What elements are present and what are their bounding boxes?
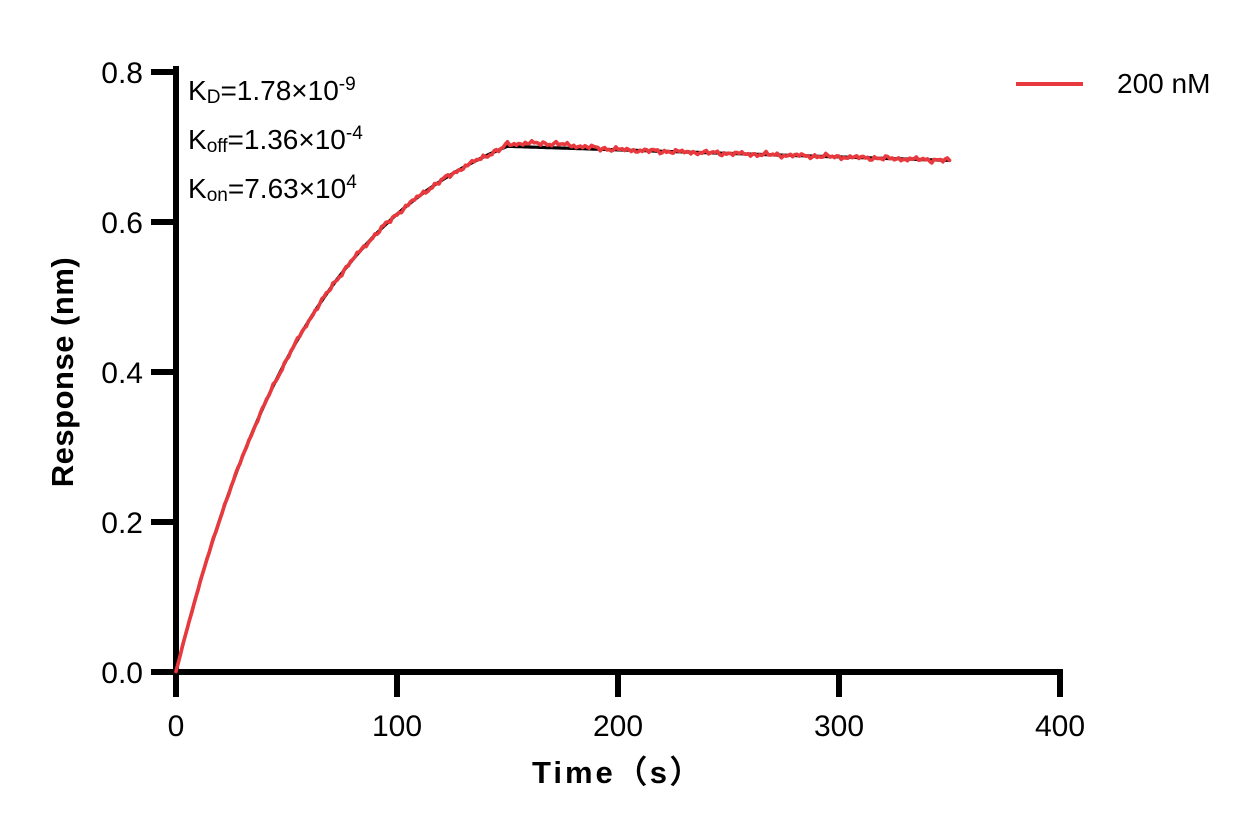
koff-value: =1.36×10 <box>227 124 346 155</box>
y-tick-label: 0.0 <box>101 657 143 690</box>
x-tick-label: 100 <box>372 710 422 743</box>
x-tick-label: 300 <box>814 710 864 743</box>
fit-curve <box>174 144 952 674</box>
koff-subscript: off <box>206 136 228 158</box>
kon-exponent: 4 <box>346 171 357 193</box>
kd-exponent: -9 <box>338 73 356 95</box>
y-tick-label: 0.6 <box>101 207 143 240</box>
koff-symbol: K <box>188 124 207 155</box>
kd-symbol: K <box>188 75 207 106</box>
legend: 200 nM <box>1016 68 1211 99</box>
kon-symbol: K <box>188 173 207 204</box>
koff-exponent: -4 <box>345 122 363 144</box>
koff-annotation: Koff=1.36×10-4 <box>188 115 363 164</box>
kon-annotation: Kon=7.63×104 <box>188 164 363 213</box>
kon-subscript: on <box>206 185 228 207</box>
y-tick-label: 0.4 <box>101 357 143 390</box>
kd-value: =1.78×10 <box>220 75 339 106</box>
x-axis-title: Time（s） <box>531 755 705 790</box>
x-tick-label: 200 <box>593 710 643 743</box>
y-axis-title: Response (nm) <box>45 256 80 488</box>
legend-line-swatch <box>1016 82 1083 86</box>
kd-subscript: D <box>206 87 221 109</box>
kon-value: =7.63×10 <box>227 173 347 204</box>
x-tick-label: 0 <box>168 710 185 743</box>
y-tick-label: 0.2 <box>101 507 143 540</box>
kd-annotation: KD=1.78×10-9 <box>188 66 363 115</box>
measured-curve-200nM <box>174 139 952 674</box>
legend-label: 200 nM <box>1117 68 1211 99</box>
axes-lines <box>173 66 1063 675</box>
y-tick-label: 0.8 <box>101 57 143 90</box>
kinetics-constants: KD=1.78×10-9 Koff=1.36×10-4 Kon=7.63×104 <box>188 66 363 213</box>
x-tick-label: 400 <box>1035 710 1085 743</box>
